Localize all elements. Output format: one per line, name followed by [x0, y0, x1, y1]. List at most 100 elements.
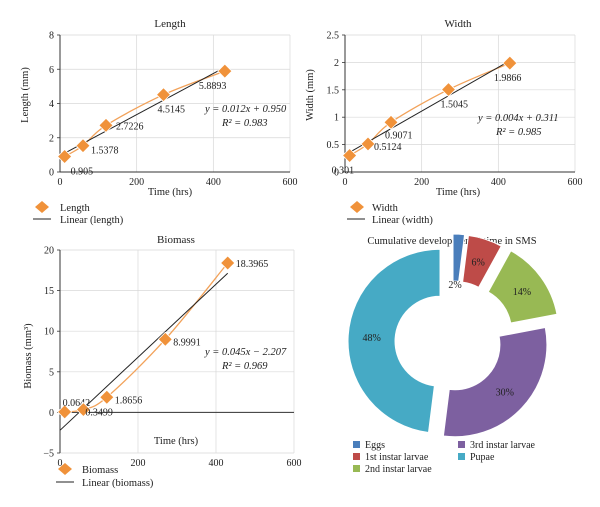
length-data-point: [57, 148, 73, 165]
width-legend-marker-icon: [350, 201, 364, 213]
width-axes: [342, 34, 575, 173]
length-x-tick-label: 0: [58, 177, 63, 188]
biomass-equation: y = 0.045x − 2.207: [204, 347, 287, 358]
biomass-legend-fit: Linear (biomass): [82, 478, 154, 489]
length-y-axis-label: Length (mm): [20, 67, 31, 123]
width-r-squared: R² = 0.985: [495, 127, 542, 138]
donut-label-1st-instar: 6%: [471, 258, 484, 269]
length-legend-fit: Linear (length): [60, 215, 124, 226]
length-y-tick-label: 0: [49, 168, 54, 179]
length-data-point: [155, 87, 172, 103]
biomass-x-tick-label: 0: [58, 458, 63, 469]
width-x-tick-label: 200: [414, 177, 429, 188]
length-y-tick-label: 4: [49, 99, 54, 110]
length-chart: Length 0 2 4 6 8 0 200 400 600 Time (hrs) Lengt…: [20, 18, 298, 226]
width-x-tick-label: 400: [491, 177, 506, 188]
biomass-data-label: 0.0642: [63, 398, 91, 409]
width-y-axis-label: Width (mm): [305, 69, 316, 121]
length-equation: y = 0.012x + 0.950: [204, 104, 287, 115]
biomass-y-tick-label: 5: [49, 367, 54, 378]
width-y-tick-label: 2.5: [327, 31, 340, 42]
biomass-series-curve: [64, 262, 229, 413]
legend-eggs-label: Eggs: [365, 440, 385, 451]
length-chart-title: Length: [154, 18, 186, 30]
biomass-data-point: [75, 401, 91, 418]
biomass-y-axis-label: Biomass (mm³): [23, 323, 34, 389]
width-x-tick-label: 600: [568, 177, 583, 188]
legend-2nd-instar-swatch: [353, 465, 360, 472]
biomass-data-point: [220, 255, 236, 271]
donut-label-2nd-instar: 14%: [513, 287, 531, 298]
biomass-y-tick-label: −5: [43, 449, 54, 460]
width-data-point: [502, 55, 518, 71]
donut-slice-3rd-instar: [442, 326, 548, 438]
length-data-point: [98, 117, 114, 133]
donut-label-eggs: 2%: [448, 280, 461, 291]
legend-2nd-instar-label: 2nd instar larvae: [365, 464, 432, 475]
donut-slice-eggs: [452, 233, 466, 282]
biomass-y-tick-label: 0: [49, 408, 54, 419]
biomass-legend-series: Biomass: [82, 465, 118, 476]
width-chart: Width 0 0.5 1 1.5 2 2.5 0 200 400 600 Time (hrs)…: [305, 18, 583, 226]
donut-label-3rd-instar: 30%: [496, 388, 514, 399]
width-data-label: 1.5045: [441, 100, 469, 111]
biomass-data-label: 18.3965: [236, 259, 269, 270]
width-data-label: 0.301: [332, 166, 355, 177]
donut-chart-title: Cumulative developmental time in SMS: [367, 236, 536, 247]
legend-1st-instar-swatch: [353, 453, 360, 460]
legend-pupae-label: Pupae: [470, 452, 495, 463]
length-data-label: 5.8893: [199, 81, 227, 92]
developmental-time-donut-chart: Cumulative developmental time in SMS 2% 6…: [347, 233, 558, 475]
biomass-y-tick-label: 15: [44, 286, 54, 297]
biomass-legend: Biomass Linear (biomass): [56, 463, 154, 489]
legend-pupae-swatch: [458, 453, 465, 460]
length-data-label: 0.905: [71, 167, 94, 178]
width-data-point: [342, 147, 358, 164]
length-data-label: 1.5378: [91, 146, 119, 157]
width-linear-fit-line: [344, 60, 511, 156]
length-data-point: [217, 63, 233, 79]
biomass-chart: Biomass −5 0 5 10 15 20 0 200 400 600 Time (hrs)…: [23, 234, 302, 489]
donut-slice-2nd-instar: [487, 250, 558, 324]
width-legend-fit: Linear (width): [372, 215, 433, 226]
legend-3rd-instar-swatch: [458, 441, 465, 448]
length-data-marks: 0.905 1.5378 2.7226 4.5145 5.8893: [57, 63, 233, 178]
length-y-tick-labels: 0 2 4 6 8: [49, 31, 54, 179]
donut-slice-1st-instar: [462, 234, 502, 289]
donut-slices: [347, 233, 558, 438]
biomass-y-tick-labels: −5 0 5 10 15 20: [43, 246, 54, 460]
width-data-label: 0.5124: [374, 142, 402, 153]
width-legend: Width Linear (width): [347, 201, 433, 226]
donut-label-pupae: 48%: [362, 333, 380, 344]
length-linear-fit-line: [59, 66, 226, 157]
length-legend: Length Linear (length): [33, 201, 124, 226]
width-data-point: [360, 136, 376, 152]
length-data-point: [75, 138, 91, 154]
length-r-squared: R² = 0.983: [221, 118, 268, 129]
biomass-x-tick-label: 200: [131, 458, 146, 469]
length-data-label: 2.7226: [116, 121, 144, 132]
donut-slice-labels: 2% 6% 14% 30% 48%: [362, 258, 531, 399]
width-y-tick-label: 1.5: [327, 85, 340, 96]
biomass-x-tick-label: 600: [287, 458, 302, 469]
width-x-axis-label: Time (hrs): [436, 187, 481, 198]
biomass-y-tick-label: 20: [44, 246, 54, 257]
width-data-label: 1.9866: [494, 73, 522, 84]
width-x-tick-labels: 0 200 400 600: [343, 177, 583, 188]
biomass-chart-title: Biomass: [157, 234, 195, 246]
length-y-tick-label: 2: [49, 133, 54, 144]
biomass-legend-marker-icon: [58, 463, 72, 475]
length-y-tick-label: 6: [49, 65, 54, 76]
legend-eggs-swatch: [353, 441, 360, 448]
width-y-tick-label: 0: [334, 168, 339, 179]
length-legend-series: Length: [60, 203, 90, 214]
length-x-tick-labels: 0 200 400 600: [58, 177, 298, 188]
biomass-axes: [57, 249, 294, 454]
biomass-data-point: [57, 404, 73, 420]
width-chart-title: Width: [444, 18, 472, 30]
width-data-point: [440, 81, 457, 98]
length-y-tick-label: 8: [49, 31, 54, 42]
